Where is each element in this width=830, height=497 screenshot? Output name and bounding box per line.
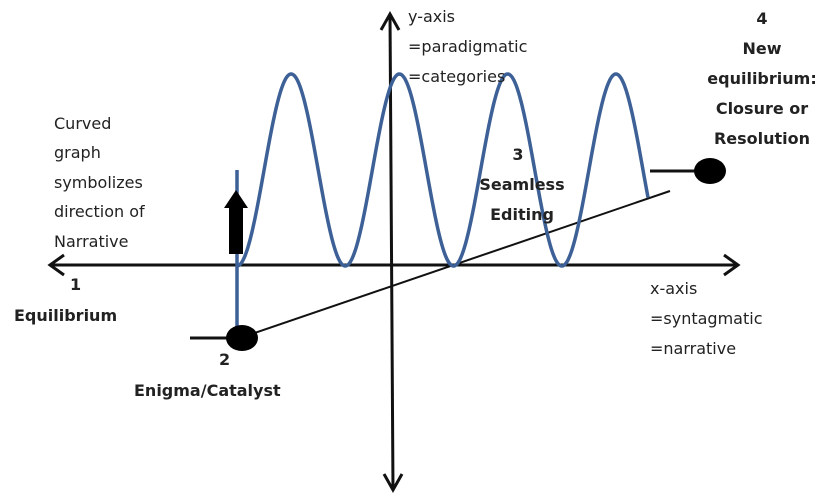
stage-4-line-1: New: [742, 39, 781, 58]
y-axis-label-1: y-axis: [408, 7, 455, 26]
x-axis-right-arrowhead: [723, 253, 741, 277]
stage-4-line-2: equilibrium:: [707, 69, 816, 88]
curve-note-line-4: direction of: [54, 202, 145, 221]
y-axis-label-2: =paradigmatic: [408, 37, 527, 56]
x-axis-label-3: =narrative: [650, 339, 736, 358]
y-axis-top-arrowhead: [379, 10, 401, 31]
stage-3-line-2: Editing: [490, 205, 554, 224]
end-marker-dot: [694, 158, 726, 184]
stage-2-name: Enigma/Catalyst: [134, 381, 281, 400]
narrative-wave-curve: [235, 72, 650, 338]
y-axis-bottom-arrowhead: [382, 473, 404, 494]
start-marker-dot: [226, 325, 258, 351]
y-axis-label-3: =categories: [408, 67, 505, 86]
stage-4-line-3: Closure or: [716, 99, 808, 118]
stage-4-line-4: Resolution: [714, 129, 810, 148]
stage-1-number: 1: [70, 275, 81, 294]
direction-arrow-head: [224, 190, 248, 208]
stage-3-line-1: Seamless: [479, 175, 564, 194]
y-axis-line: [388, 13, 395, 491]
stage-1-name: Equilibrium: [14, 306, 117, 325]
curve-note-line-5: Narrative: [54, 232, 128, 251]
x-axis-label-1: x-axis: [650, 279, 697, 298]
curve-note-line-3: symbolizes: [54, 173, 143, 192]
x-axis-label-2: =syntagmatic: [650, 309, 763, 328]
curve-note-line-2: graph: [54, 143, 101, 162]
stage-4-number: 4: [756, 9, 767, 28]
direction-arrow-shaft: [229, 207, 243, 254]
stage-2-number: 2: [219, 350, 230, 369]
curve-note-line-1: Curved: [54, 114, 111, 133]
x-axis-left-arrowhead: [47, 253, 65, 277]
stage-3-number: 3: [512, 145, 523, 164]
